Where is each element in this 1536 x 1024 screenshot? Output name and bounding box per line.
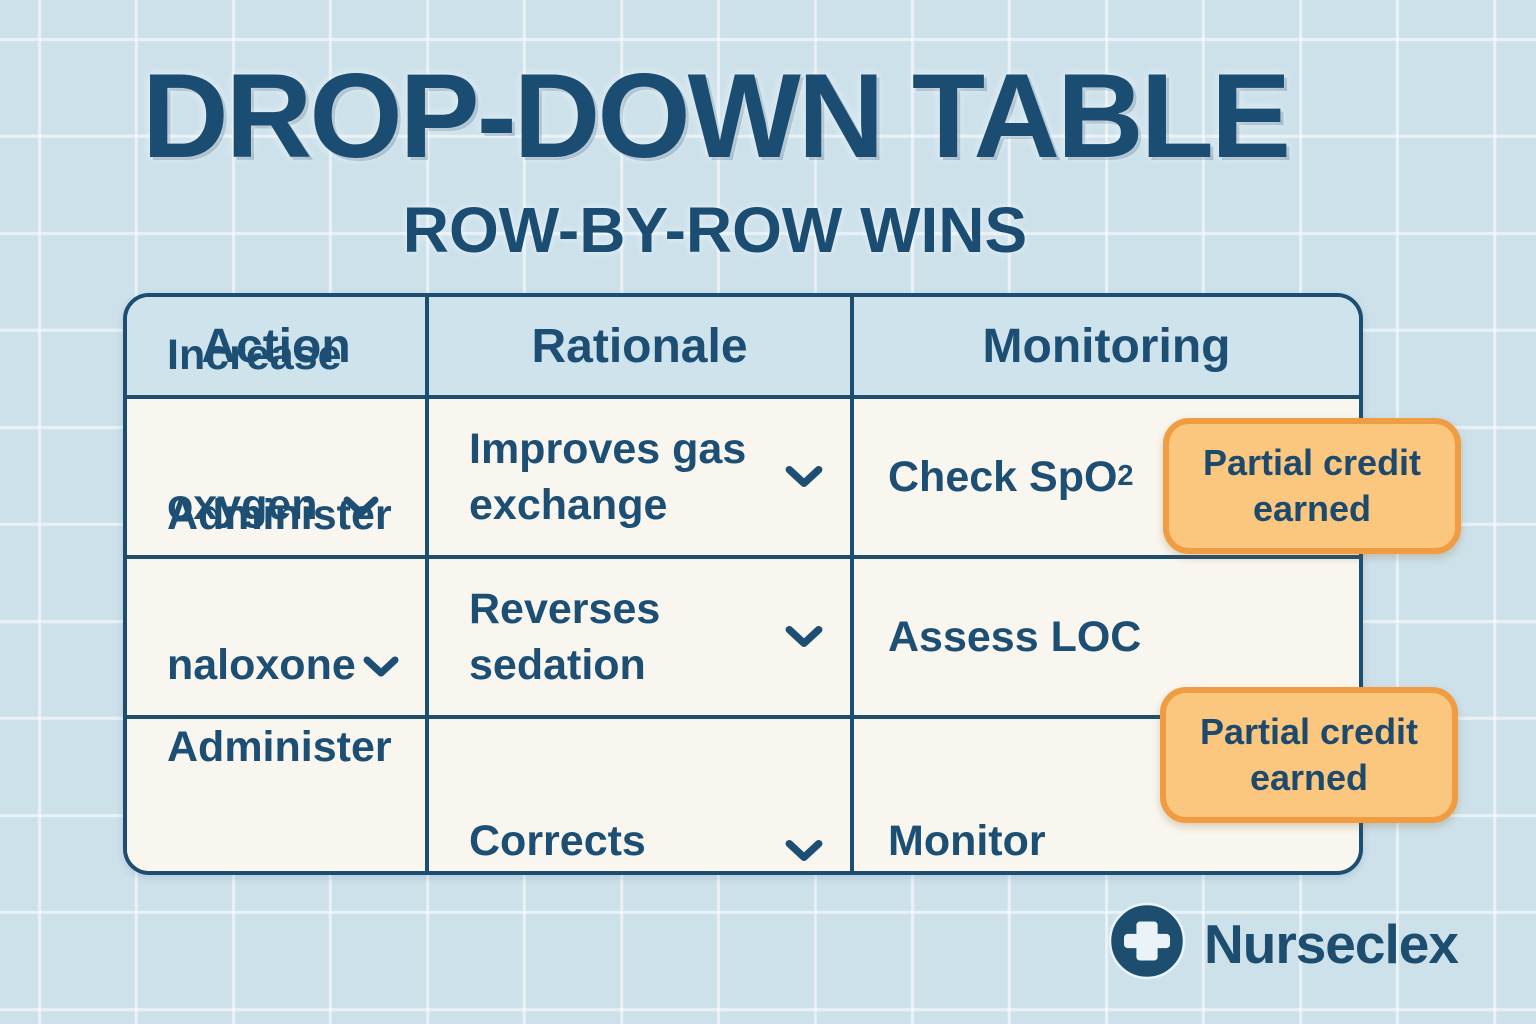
action-dropdown-row2[interactable]: Administer naloxone (127, 491, 425, 715)
badge-text-line: Partial credit (1199, 711, 1419, 752)
dropdown-value-line: Corrects (469, 817, 646, 865)
dropdown-value-line: sedation (469, 641, 646, 689)
dropdown-value-line: Reverses (469, 585, 661, 633)
action-dropdown-row3[interactable]: Administer insulin (127, 715, 425, 871)
page-subtitle: ROW-BY-ROW WINS (402, 194, 1028, 266)
partial-credit-badge: Partial credit earned (1163, 418, 1461, 554)
rationale-dropdown-row2[interactable]: Reverses sedation (425, 555, 850, 715)
spo2-subscript: 2 (1117, 460, 1134, 492)
action-dropdown-row1[interactable]: Increase oxygen (127, 331, 425, 555)
monitoring-value: blood glucose (888, 869, 1179, 871)
chevron-down-icon (342, 383, 485, 631)
monitoring-value: Assess LOC (888, 613, 1142, 661)
rationale-dropdown-row3[interactable]: Corrects hyperglycemia (425, 715, 850, 871)
page-header: DROP-DOWN TABLE ROW-BY-ROW WINS (0, 56, 1430, 262)
brand-logo: Nurseclex (1108, 902, 1459, 985)
rationale-dropdown-row1[interactable]: Improves gas exchange (425, 395, 850, 555)
monitoring-cell-row3: Monitor blood glucose (850, 715, 1359, 871)
dropdown-value-line: hyperglycemia (469, 869, 770, 871)
dropdown-value-line: naloxone (167, 641, 356, 689)
chevron-down-icon (784, 624, 824, 650)
column-header-rationale: Rationale (425, 297, 850, 395)
medical-cross-icon (1108, 902, 1186, 985)
badge-text-line: earned (1252, 488, 1372, 529)
partial-credit-badge: Partial credit earned (1160, 687, 1458, 823)
dropdown-value-line: Improves gas (469, 425, 747, 473)
badge-text-line: earned (1249, 757, 1369, 798)
column-header-monitoring: Monitoring (850, 297, 1359, 395)
brand-name: Nurseclex (1204, 912, 1459, 975)
dropdown-value-line: insulin (167, 869, 306, 871)
chevron-down-icon (362, 543, 505, 791)
monitoring-value: Monitor (888, 817, 1046, 865)
dropdown-value-line: oxygen (167, 481, 318, 529)
chevron-down-icon (784, 838, 824, 864)
column-header-action: Action (127, 297, 425, 395)
badge-text-line: Partial credit (1202, 442, 1422, 483)
dropdown-value-line: exchange (469, 481, 668, 529)
dropdown-value-line: Increase (167, 331, 342, 379)
dropdown-value-line: Administer (167, 491, 392, 539)
monitoring-value: Check SpO (888, 453, 1118, 501)
chevron-down-icon (784, 464, 824, 490)
drop-down-table: Action Rationale Monitoring Increase oxy… (123, 293, 1363, 875)
dropdown-value-line: Administer (167, 723, 392, 771)
page-title: DROP-DOWN TABLE (142, 49, 1291, 183)
